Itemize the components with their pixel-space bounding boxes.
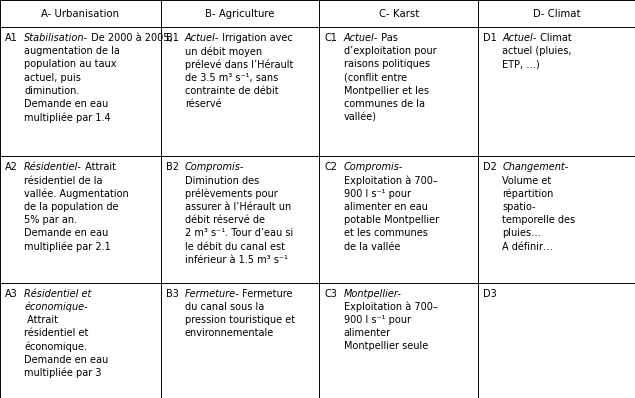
Text: un débit moyen: un débit moyen — [185, 46, 262, 57]
Text: et les communes: et les communes — [344, 228, 427, 238]
Text: inférieur à 1.5 m³ s⁻¹: inférieur à 1.5 m³ s⁻¹ — [185, 255, 288, 265]
Text: Stabilisation-: Stabilisation- — [24, 33, 88, 43]
Text: pluies…: pluies… — [502, 228, 541, 238]
Text: Climat: Climat — [537, 33, 572, 43]
Text: de la population de: de la population de — [24, 202, 119, 212]
Text: débit réservé de: débit réservé de — [185, 215, 265, 225]
Text: A3: A3 — [5, 289, 18, 298]
Text: prélevé dans l’Hérault: prélevé dans l’Hérault — [185, 59, 293, 70]
Text: C- Karst: C- Karst — [378, 8, 419, 19]
Text: d’exploitation pour: d’exploitation pour — [344, 46, 436, 56]
Text: 900 l s⁻¹ pour: 900 l s⁻¹ pour — [344, 315, 411, 325]
Text: B1: B1 — [166, 33, 178, 43]
Text: prélèvements pour: prélèvements pour — [185, 189, 277, 199]
Text: Actuel-: Actuel- — [185, 33, 219, 43]
Text: du canal sous la: du canal sous la — [185, 302, 264, 312]
Text: résidentiel et: résidentiel et — [24, 328, 88, 338]
Text: D2: D2 — [483, 162, 497, 172]
Text: D1: D1 — [483, 33, 497, 43]
Text: actuel (pluies,: actuel (pluies, — [502, 46, 572, 56]
Text: Changement-: Changement- — [502, 162, 568, 172]
Text: (conflit entre: (conflit entre — [344, 72, 406, 83]
Text: population au taux: population au taux — [24, 59, 117, 69]
Text: Montpellier et les: Montpellier et les — [344, 86, 429, 96]
Text: Montpellier seule: Montpellier seule — [344, 341, 428, 351]
Text: résidentiel de la: résidentiel de la — [24, 176, 103, 185]
Text: Irrigation avec: Irrigation avec — [219, 33, 293, 43]
Text: vallée): vallée) — [344, 112, 377, 122]
Text: 5% par an.: 5% par an. — [24, 215, 77, 225]
Text: Volume et: Volume et — [502, 176, 552, 185]
Text: potable Montpellier: potable Montpellier — [344, 215, 439, 225]
Text: 900 l s⁻¹ pour: 900 l s⁻¹ pour — [344, 189, 411, 199]
Text: B3: B3 — [166, 289, 178, 298]
Text: Demande en eau: Demande en eau — [24, 228, 109, 238]
Text: A définir…: A définir… — [502, 242, 553, 252]
Text: répartition: répartition — [502, 189, 554, 199]
Text: A2: A2 — [5, 162, 18, 172]
Text: B- Agriculture: B- Agriculture — [205, 8, 275, 19]
Text: D- Climat: D- Climat — [533, 8, 580, 19]
Text: communes de la: communes de la — [344, 99, 425, 109]
Text: Demande en eau: Demande en eau — [24, 99, 109, 109]
Text: raisons politiques: raisons politiques — [344, 59, 429, 69]
Text: A1: A1 — [5, 33, 18, 43]
Text: Résidentiel et: Résidentiel et — [24, 289, 91, 298]
Text: pression touristique et: pression touristique et — [185, 315, 295, 325]
Text: réservé: réservé — [185, 99, 222, 109]
Text: C1: C1 — [324, 33, 337, 43]
Text: Actuel-: Actuel- — [344, 33, 378, 43]
Text: De 2000 à 2005,: De 2000 à 2005, — [88, 33, 173, 43]
Text: Exploitation à 700–: Exploitation à 700– — [344, 176, 438, 186]
Text: alimenter: alimenter — [344, 328, 391, 338]
Text: le débit du canal est: le débit du canal est — [185, 242, 284, 252]
Text: 2 m³ s⁻¹. Tour d’eau si: 2 m³ s⁻¹. Tour d’eau si — [185, 228, 293, 238]
Text: Fermeture-: Fermeture- — [185, 289, 239, 298]
Text: A- Urbanisation: A- Urbanisation — [41, 8, 119, 19]
Text: spatio-: spatio- — [502, 202, 536, 212]
Text: Demande en eau: Demande en eau — [24, 355, 109, 365]
Text: multipliée par 3: multipliée par 3 — [24, 368, 102, 378]
Text: ETP, …): ETP, …) — [502, 59, 540, 69]
Text: Diminution des: Diminution des — [185, 176, 259, 185]
Text: B2: B2 — [166, 162, 178, 172]
Text: vallée. Augmentation: vallée. Augmentation — [24, 189, 129, 199]
Text: Montpellier-: Montpellier- — [344, 289, 401, 298]
Text: Résidentiel-: Résidentiel- — [24, 162, 82, 172]
Text: Actuel-: Actuel- — [502, 33, 537, 43]
Text: Attrait: Attrait — [24, 315, 58, 325]
Text: diminution.: diminution. — [24, 86, 79, 96]
Text: actuel, puis: actuel, puis — [24, 72, 81, 83]
Text: alimenter en eau: alimenter en eau — [344, 202, 427, 212]
Text: Compromis-: Compromis- — [344, 162, 403, 172]
Text: D3: D3 — [483, 289, 497, 298]
Text: Compromis-: Compromis- — [185, 162, 244, 172]
Text: assurer à l’Hérault un: assurer à l’Hérault un — [185, 202, 291, 212]
Text: Attrait: Attrait — [82, 162, 116, 172]
Text: économique-: économique- — [24, 302, 88, 312]
Text: Pas: Pas — [378, 33, 398, 43]
Text: économique.: économique. — [24, 341, 87, 352]
Text: de 3.5 m³ s⁻¹, sans: de 3.5 m³ s⁻¹, sans — [185, 72, 278, 83]
Text: multipliée par 2.1: multipliée par 2.1 — [24, 242, 111, 252]
Text: Exploitation à 700–: Exploitation à 700– — [344, 302, 438, 312]
Text: C2: C2 — [324, 162, 337, 172]
Text: temporelle des: temporelle des — [502, 215, 575, 225]
Text: Fermeture: Fermeture — [239, 289, 293, 298]
Text: environnementale: environnementale — [185, 328, 274, 338]
Text: multipliée par 1.4: multipliée par 1.4 — [24, 112, 110, 123]
Text: de la vallée: de la vallée — [344, 242, 400, 252]
Text: augmentation de la: augmentation de la — [24, 46, 120, 56]
Text: contrainte de débit: contrainte de débit — [185, 86, 278, 96]
Text: C3: C3 — [324, 289, 337, 298]
